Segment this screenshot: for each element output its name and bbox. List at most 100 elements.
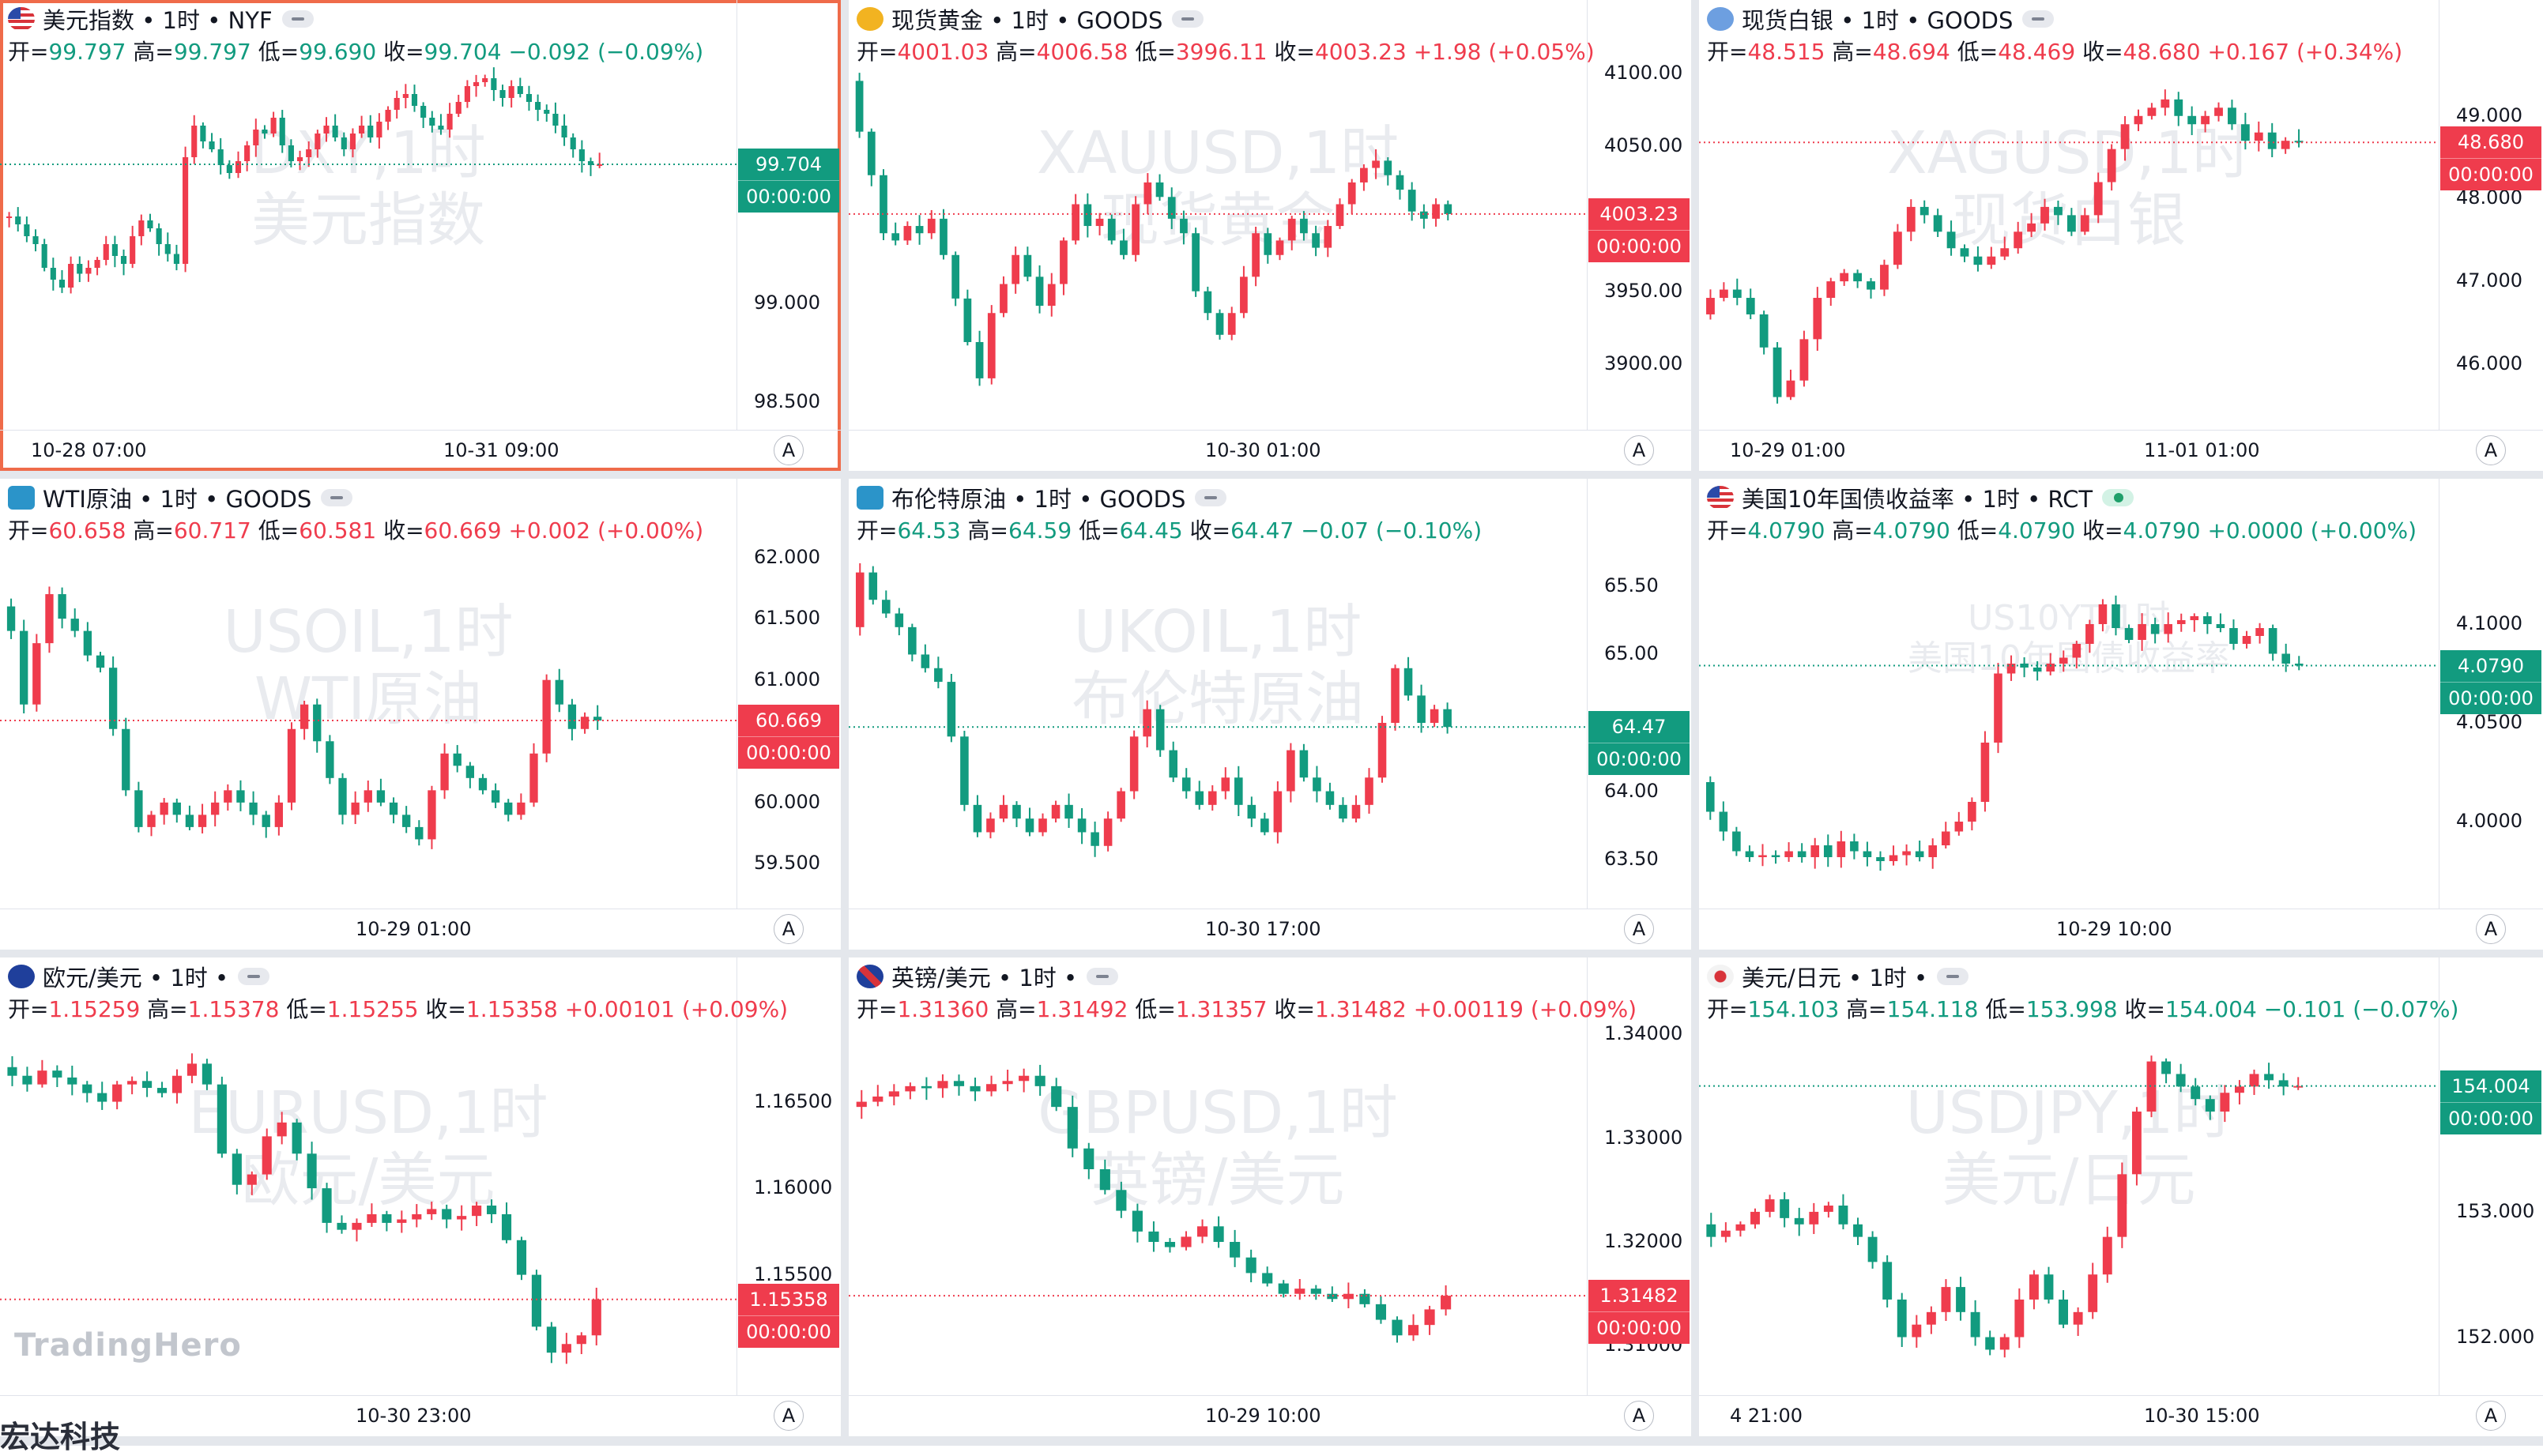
candle [1148, 1221, 1159, 1252]
ohlc-legend: 开=48.515 高=48.694 低=48.469 收=48.680 +0.1… [1707, 35, 2402, 66]
auto-scale-button[interactable]: A [1624, 914, 1654, 944]
ohlc-close-value: 99.704 [424, 39, 502, 65]
time-axis[interactable] [1699, 909, 2543, 950]
candle [349, 128, 356, 158]
symbol-header[interactable]: WTI原油 • 1时 • GOODS [8, 482, 353, 514]
chart-panel-xagusd[interactable]: XAGUSD,1时现货白银49.00048.00047.00046.00048.… [1699, 0, 2543, 471]
candle [1034, 1064, 1045, 1097]
chart-panel-us10yt[interactable]: US10YT,1时 美国10年国债收益率 4.1000 4.0500 4.0000 4.0… [1699, 479, 2543, 950]
candlestick-plot[interactable] [849, 957, 1587, 1395]
price-axis[interactable] [737, 0, 841, 430]
auto-scale-button[interactable]: A [1624, 435, 1654, 465]
candle [1252, 226, 1260, 287]
eye-pill-icon[interactable] [321, 489, 353, 506]
candlestick-plot[interactable] [849, 0, 1587, 430]
symbol-header[interactable]: 美国10年国债收益率 • 1时 • RCT [1707, 482, 2134, 514]
candlestick-plot[interactable] [0, 0, 737, 430]
symbol-title[interactable]: 布伦特原油 • 1时 • GOODS [891, 486, 1186, 513]
symbol-title[interactable]: 现货黄金 • 1时 • GOODS [891, 7, 1163, 34]
auto-scale-button[interactable]: A [774, 435, 804, 465]
auto-scale-button[interactable]: A [2476, 1401, 2506, 1431]
symbol-title[interactable]: 美元指数 • 1时 • NYF [43, 7, 273, 34]
candle [2020, 657, 2029, 678]
ohlc-open-value: 1.15259 [48, 996, 141, 1022]
chart-panel-ukoil[interactable]: UKOIL,1时 布伦特原油 65.50 65.00 64.00 63.50 64.47 00… [849, 479, 1691, 950]
symbol-header[interactable]: 现货白银 • 1时 • GOODS [1707, 3, 2055, 35]
eye-pill-icon[interactable] [1087, 968, 1119, 985]
candle [2102, 1226, 2112, 1283]
auto-scale-button[interactable]: A [2476, 914, 2506, 944]
auto-scale-button[interactable]: A [2476, 435, 2506, 465]
candlestick-plot[interactable] [1699, 479, 2439, 909]
candlestick-plot[interactable] [1699, 0, 2439, 430]
eye-pill-icon[interactable] [2022, 10, 2055, 28]
price-axis[interactable] [2439, 479, 2543, 909]
time-axis[interactable] [0, 909, 841, 950]
candlestick-plot[interactable] [849, 479, 1587, 909]
symbol-header[interactable]: 欧元/美元 • 1时 • [8, 961, 270, 992]
time-axis[interactable] [0, 1395, 841, 1436]
candle [1204, 286, 1212, 321]
price-axis[interactable] [737, 957, 841, 1395]
candle [1882, 1255, 1893, 1307]
candlestick-plot[interactable] [0, 957, 737, 1395]
candlestick-plot[interactable] [1699, 957, 2439, 1395]
candle [970, 1078, 981, 1101]
symbol-title[interactable]: 英镑/美元 • 1时 • [891, 965, 1078, 991]
price-axis[interactable] [737, 479, 841, 909]
auto-scale-button[interactable]: A [774, 1401, 804, 1431]
symbol-header[interactable]: 英镑/美元 • 1时 • [857, 961, 1119, 992]
time-axis[interactable] [849, 430, 1691, 471]
candle [402, 84, 409, 109]
eye-pill-icon[interactable] [1172, 10, 1204, 28]
ohlc-close-value: 1.31482 [1314, 996, 1407, 1022]
candle [891, 222, 900, 246]
time-axis[interactable] [1699, 430, 2543, 471]
candle [1906, 199, 1916, 242]
price-axis[interactable] [2439, 957, 2543, 1395]
candlestick-plot[interactable] [0, 479, 737, 909]
symbol-title[interactable]: 美元/日元 • 1时 • [1742, 965, 1928, 991]
symbol-title[interactable]: 美国10年国债收益率 • 1时 • RCT [1742, 486, 2093, 513]
price-axis[interactable] [1587, 0, 1691, 430]
time-axis[interactable] [1699, 1395, 2543, 1436]
price-axis[interactable] [2439, 0, 2543, 430]
chart-panel-xauusd[interactable]: XAUUSD,1时 现货黄金 4100.00 4050.00 3950.00 3900.0… [849, 0, 1691, 471]
candle [2000, 236, 2010, 261]
price-axis[interactable] [1587, 957, 1691, 1395]
candle [1132, 196, 1140, 262]
time-axis[interactable] [849, 1395, 1691, 1436]
chart-panel-dxy[interactable]: DXY,1时美元指数99.50099.00098.50099.70400:00:… [0, 0, 841, 471]
chart-panel-usoil[interactable]: USOIL,1时 WTI原油 62.000 61.500 61.000 60.000 59.… [0, 479, 841, 950]
candle [367, 115, 374, 143]
symbol-header[interactable]: 美元指数 • 1时 • NYF [8, 3, 314, 35]
eye-pill-icon[interactable] [1195, 489, 1227, 506]
ohlc-label: 高= [989, 39, 1037, 65]
candle [1746, 288, 1755, 320]
symbol-title[interactable]: 欧元/美元 • 1时 • [43, 965, 229, 991]
candle [1797, 843, 1806, 863]
eye-pill-icon[interactable] [1937, 968, 1969, 985]
auto-scale-button[interactable]: A [1624, 1401, 1654, 1431]
candle [1083, 1142, 1094, 1179]
price-axis[interactable] [1587, 479, 1691, 909]
symbol-header[interactable]: 美元/日元 • 1时 • [1707, 961, 1969, 992]
time-axis[interactable] [849, 909, 1691, 950]
symbol-title[interactable]: 现货白银 • 1时 • GOODS [1742, 7, 2014, 34]
candle [1784, 842, 1793, 862]
eye-pill-icon[interactable] [281, 10, 314, 28]
candle [593, 705, 602, 730]
eye-pill-icon[interactable] [238, 968, 270, 985]
chart-panel-usdjpy[interactable]: USDJPY,1时 美元/日元 153.000 152.000 154.004 00:00… [1699, 957, 2543, 1436]
symbol-title[interactable]: WTI原油 • 1时 • GOODS [43, 486, 312, 513]
time-axis[interactable] [0, 430, 841, 471]
chart-panel-eurusd[interactable]: EURUSD,1时 欧元/美元 1.16500 1.16000 1.15500 1.153… [0, 957, 841, 1436]
candle [236, 780, 245, 811]
chart-panel-gbpusd[interactable]: GBPUSD,1时 英镑/美元 1.34000 1.33000 1.32000 1.310… [849, 957, 1691, 1436]
symbol-header[interactable]: 现货黄金 • 1时 • GOODS [857, 3, 1204, 35]
symbol-header[interactable]: 布伦特原油 • 1时 • GOODS [857, 482, 1227, 514]
candle [1180, 210, 1188, 245]
candle [455, 94, 462, 118]
auto-scale-button[interactable]: A [774, 914, 804, 944]
market-live-icon[interactable] [2102, 489, 2134, 506]
